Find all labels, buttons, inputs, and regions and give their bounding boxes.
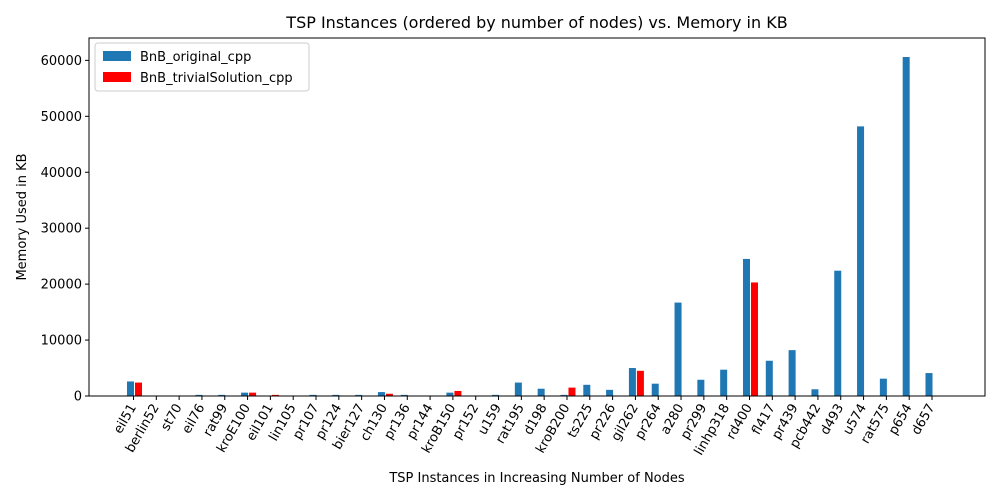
x-axis: eil51berlin52st70eil76rat99kroE100eil101… bbox=[111, 396, 938, 458]
y-tick-label: 40000 bbox=[41, 166, 82, 181]
bar-trivial-gil262 bbox=[636, 370, 644, 396]
y-tick-label: 0 bbox=[74, 390, 82, 405]
bar-trivial-eil51 bbox=[135, 382, 142, 396]
bar-original-kroB200 bbox=[560, 394, 568, 396]
bar-original-d198 bbox=[537, 388, 545, 396]
bar-original-pr439 bbox=[788, 350, 796, 396]
bar-original-pcb442 bbox=[811, 389, 819, 396]
bar-original-rd400 bbox=[742, 258, 750, 396]
bar-original-pr124 bbox=[332, 394, 340, 396]
bar-original-kroB150 bbox=[446, 392, 454, 396]
bar-trivial-ch130 bbox=[385, 393, 393, 396]
plot-frame bbox=[88, 37, 986, 397]
bar-original-eil51 bbox=[127, 381, 134, 396]
plot-area bbox=[127, 57, 933, 397]
bar-original-pr299 bbox=[697, 379, 705, 396]
legend-swatch-original bbox=[103, 51, 131, 61]
bar-trivial-rd400 bbox=[750, 282, 758, 396]
bar-original-rat195 bbox=[514, 382, 522, 396]
bar-original-pr107 bbox=[309, 394, 317, 396]
bar-original-rat99 bbox=[218, 394, 226, 396]
y-tick-label: 60000 bbox=[41, 54, 82, 69]
bar-original-rat575 bbox=[879, 378, 887, 396]
bar-original-u574 bbox=[857, 126, 865, 396]
x-tick-label-d657: d657 bbox=[909, 402, 939, 438]
bar-trivial-kroE100 bbox=[249, 392, 257, 396]
bar-original-a280 bbox=[674, 302, 682, 396]
legend: BnB_original_cpp BnB_trivialSolution_cpp bbox=[94, 42, 310, 92]
x-axis-label: TSP Instances in Increasing Number of No… bbox=[388, 471, 685, 486]
bar-original-linhp318 bbox=[720, 369, 728, 396]
bar-original-pr226 bbox=[606, 389, 614, 396]
y-tick-label: 30000 bbox=[41, 222, 82, 237]
bar-original-ts225 bbox=[583, 384, 591, 396]
bar-original-gil262 bbox=[628, 368, 636, 396]
bar-original-pr264 bbox=[651, 383, 659, 396]
bar-original-u159 bbox=[492, 394, 500, 396]
bar-original-pr136 bbox=[400, 394, 408, 396]
y-axis-label: Memory Used in KB bbox=[15, 153, 30, 280]
bar-original-ch130 bbox=[377, 392, 385, 396]
bar-original-kroE100 bbox=[241, 392, 249, 396]
legend-label-trivial: BnB_trivialSolution_cpp bbox=[140, 71, 293, 86]
bar-original-fl417 bbox=[765, 360, 773, 396]
bar-original-p654 bbox=[902, 57, 910, 397]
y-tick-label: 10000 bbox=[41, 334, 82, 349]
bar-trivial-kroB150 bbox=[454, 390, 462, 396]
y-axis: 0 10000 20000 30000 40000 50000 60000 bbox=[41, 54, 89, 405]
bar-original-eil76 bbox=[195, 394, 203, 396]
bar-original-d657 bbox=[925, 373, 933, 396]
bar-trivial-eil101 bbox=[271, 394, 279, 396]
y-tick-label: 20000 bbox=[41, 278, 82, 293]
legend-box bbox=[94, 42, 310, 92]
bar-original-d493 bbox=[834, 270, 842, 396]
legend-label-original: BnB_original_cpp bbox=[140, 50, 251, 65]
chart-title: TSP Instances (ordered by number of node… bbox=[285, 13, 787, 32]
legend-swatch-trivial bbox=[103, 72, 131, 82]
bar-trivial-kroB200 bbox=[568, 387, 576, 396]
bar-original-bier127 bbox=[355, 394, 363, 396]
y-tick-label: 50000 bbox=[41, 110, 82, 125]
